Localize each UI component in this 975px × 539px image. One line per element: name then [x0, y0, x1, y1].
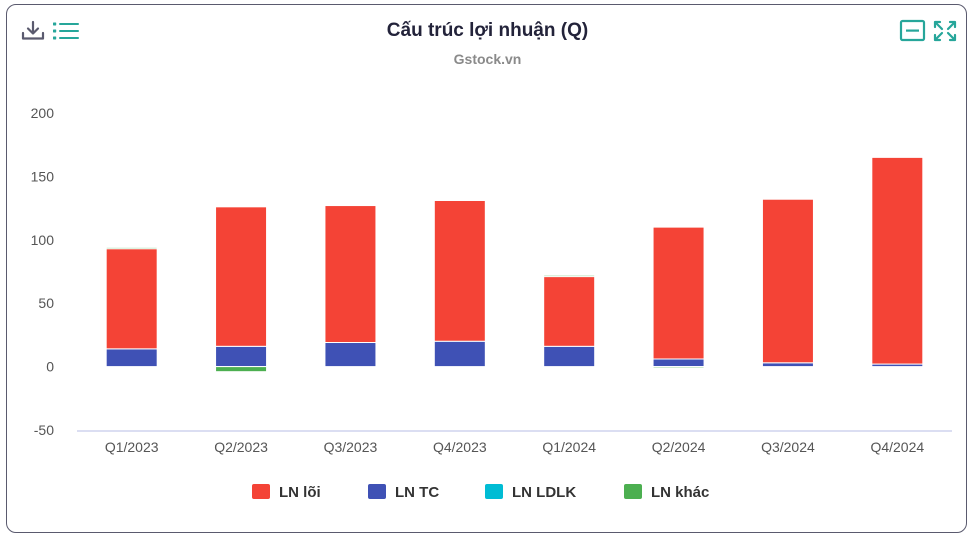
y-tick-label: 0: [46, 359, 54, 375]
chart-subtitle: Gstock.vn: [453, 51, 522, 67]
bar: [105, 348, 158, 368]
y-tick-label: -50: [34, 422, 54, 438]
y-tick-label: 100: [31, 232, 55, 248]
bar: [433, 199, 486, 342]
x-tick-label: Q2/2024: [652, 439, 706, 455]
legend-swatch: [485, 484, 503, 499]
bar: [761, 362, 814, 368]
bar: [543, 274, 596, 278]
bar: [215, 345, 268, 368]
chart-title: Cấu trúc lợi nhuận (Q): [386, 20, 589, 41]
x-tick-label: Q1/2023: [105, 439, 159, 455]
download-icon[interactable]: [20, 20, 46, 42]
fullscreen-icon[interactable]: [932, 19, 958, 43]
y-tick-label: 200: [31, 105, 55, 121]
bar: [324, 342, 377, 368]
bar: [105, 248, 158, 350]
x-axis: Q1/2023 Q2/2023 Q3/2023 Q4/2023 Q1/2024 Q2/20…: [105, 439, 925, 455]
legend-swatch: [368, 484, 386, 499]
bar: [761, 198, 814, 364]
bar: [105, 246, 158, 250]
y-axis: -50 0 50 100 150 200: [31, 105, 952, 438]
bar: [215, 206, 268, 347]
y-tick-label: 50: [38, 295, 54, 311]
menu-icon[interactable]: [52, 20, 80, 42]
bar: [543, 276, 596, 347]
bar: [433, 340, 486, 368]
bar: [324, 205, 377, 344]
legend-label: LN lõi: [279, 484, 321, 501]
bar: [652, 226, 705, 360]
x-tick-label: Q4/2024: [870, 439, 924, 455]
bar: [871, 156, 924, 365]
x-tick-label: Q1/2024: [542, 439, 596, 455]
bars: [105, 156, 924, 373]
legend: LN lõi LN TC LN LDLK LN khác: [252, 484, 709, 501]
x-tick-label: Q3/2023: [324, 439, 378, 455]
legend-label: LN LDLK: [512, 484, 576, 501]
bar: [215, 366, 268, 373]
x-tick-label: Q2/2023: [214, 439, 268, 455]
x-tick-label: Q4/2023: [433, 439, 487, 455]
minimize-icon[interactable]: [899, 19, 926, 43]
y-tick-label: 150: [31, 168, 55, 184]
x-tick-label: Q3/2024: [761, 439, 815, 455]
bar: [652, 358, 705, 368]
bar: [543, 345, 596, 368]
legend-label: LN TC: [395, 484, 439, 501]
legend-swatch: [624, 484, 642, 499]
legend-swatch: [252, 484, 270, 499]
legend-label: LN khác: [651, 484, 709, 501]
bar: [652, 366, 705, 369]
